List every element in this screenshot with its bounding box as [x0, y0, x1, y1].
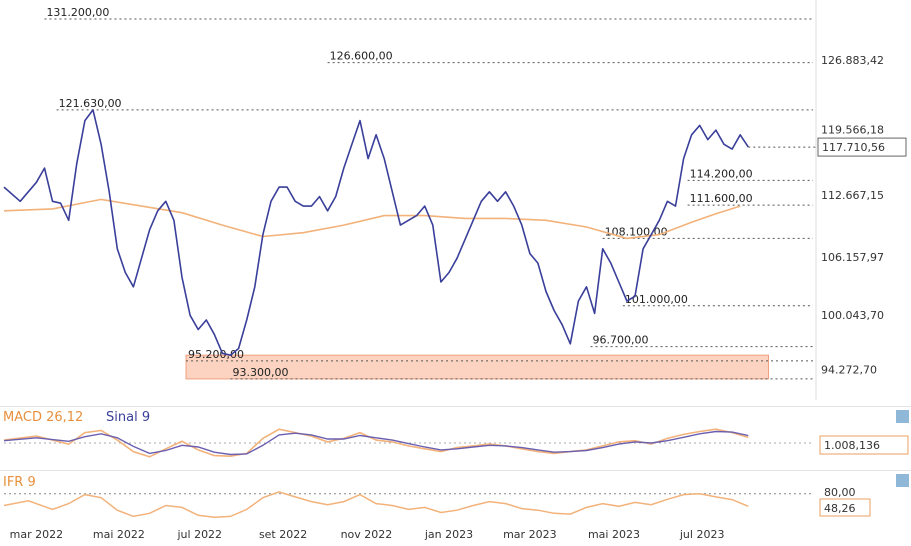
y-tick-label: 94.272,70 [821, 364, 877, 377]
macd-panel [3, 428, 813, 458]
x-tick-label: set 2022 [259, 528, 307, 541]
panel-divider-top [0, 406, 911, 407]
ifr-title: IFR 9 [3, 475, 36, 490]
current-price-box [817, 137, 907, 157]
moving-average-line [3, 198, 741, 240]
macd-value-box [819, 435, 909, 455]
level-label: 121.630,00 [59, 97, 122, 110]
ifr-value-box [819, 498, 871, 517]
x-tick-label: nov 2022 [341, 528, 393, 541]
y-tick-label: 126.883,42 [821, 54, 884, 67]
ifr-panel [3, 491, 813, 518]
panel-divider-bottom [0, 470, 911, 471]
macd-title: MACD 26,12 [3, 410, 83, 425]
ifr-level-label: 80,00 [824, 486, 856, 499]
y-tick-label: 100.043,70 [821, 309, 884, 322]
y-tick-label: 112.667,15 [821, 189, 884, 202]
level-label: 114.200,00 [690, 167, 753, 180]
signal-line [3, 430, 749, 456]
x-tick-label: mar 2022 [10, 528, 63, 541]
macd-signal-title: Sinal 9 [106, 410, 150, 425]
y-tick-label: 106.157,97 [821, 251, 884, 264]
x-axis: mar 2022 mai 2022 jul 2022 set 2022 nov 2022… [10, 528, 725, 541]
y-tick-label: 119.566,18 [821, 123, 884, 136]
x-tick-label: mar 2023 [503, 528, 556, 541]
level-label: 101.000,00 [625, 293, 688, 306]
x-tick-label: jul 2023 [679, 528, 725, 541]
x-tick-label: jul 2022 [176, 528, 222, 541]
price-panel: 131.200,00 126.600,00 121.630,00 114.200,00… [3, 0, 907, 400]
level-label: 96.700,00 [593, 334, 649, 347]
level-label: 95.200,00 [188, 348, 244, 361]
level-label: 93.300,00 [233, 366, 289, 379]
price-line [3, 109, 749, 356]
level-label: 111.600,00 [690, 192, 753, 205]
ifr-settings-icon[interactable] [896, 474, 909, 487]
current-price-label: 117.710,56 [822, 141, 885, 154]
macd-current-value: 1.008,136 [824, 439, 880, 452]
x-tick-label: mai 2022 [93, 528, 145, 541]
x-tick-label: mai 2023 [588, 528, 640, 541]
ifr-current-value: 48,26 [824, 502, 856, 515]
level-label: 126.600,00 [330, 50, 393, 63]
x-tick-label: jan 2023 [424, 528, 473, 541]
level-label: 108.100,00 [605, 225, 668, 238]
macd-settings-icon[interactable] [896, 410, 909, 423]
macd-line [3, 428, 749, 458]
ifr-line [3, 491, 749, 518]
level-label: 131.200,00 [46, 6, 109, 19]
